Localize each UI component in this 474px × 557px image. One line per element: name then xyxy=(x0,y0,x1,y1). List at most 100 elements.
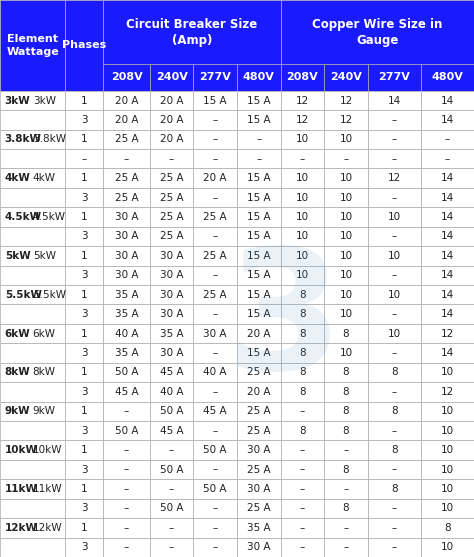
Bar xyxy=(237,207,281,227)
Bar xyxy=(150,246,193,266)
Bar xyxy=(324,168,368,188)
Bar xyxy=(65,227,103,246)
Bar xyxy=(193,207,237,227)
Bar xyxy=(368,343,421,363)
Bar xyxy=(103,246,150,266)
Text: 25 A: 25 A xyxy=(247,426,271,436)
Bar xyxy=(150,266,193,285)
Bar xyxy=(237,421,281,441)
Text: 1: 1 xyxy=(81,212,88,222)
Bar xyxy=(65,382,103,402)
Text: 1: 1 xyxy=(81,95,88,105)
Bar xyxy=(103,188,150,207)
Text: 3kW: 3kW xyxy=(5,95,30,105)
Bar xyxy=(150,479,193,499)
Text: –: – xyxy=(124,154,129,164)
Bar xyxy=(103,0,281,64)
Bar xyxy=(193,441,237,460)
Text: 3.8kW: 3.8kW xyxy=(33,134,66,144)
Bar xyxy=(237,168,281,188)
Text: 25 A: 25 A xyxy=(115,134,138,144)
Bar xyxy=(0,324,65,343)
Text: –: – xyxy=(300,523,305,533)
Bar xyxy=(0,246,65,266)
Bar xyxy=(193,460,237,479)
Bar xyxy=(324,441,368,460)
Bar xyxy=(150,227,193,246)
Text: 20 A: 20 A xyxy=(247,329,271,339)
Bar xyxy=(193,382,237,402)
Text: 14: 14 xyxy=(441,309,454,319)
Text: 40 A: 40 A xyxy=(203,368,227,378)
Text: 25 A: 25 A xyxy=(203,290,227,300)
Bar xyxy=(193,305,237,324)
Text: 10: 10 xyxy=(296,212,309,222)
Text: –: – xyxy=(392,134,397,144)
Bar xyxy=(237,363,281,382)
Bar xyxy=(324,207,368,227)
Text: 12: 12 xyxy=(339,115,353,125)
Text: 10kW: 10kW xyxy=(33,445,62,455)
Text: –: – xyxy=(343,154,349,164)
Bar xyxy=(0,266,65,285)
Bar xyxy=(324,343,368,363)
Bar xyxy=(103,363,150,382)
Bar xyxy=(103,227,150,246)
Text: 8kW: 8kW xyxy=(33,368,56,378)
Bar xyxy=(237,343,281,363)
Text: 50 A: 50 A xyxy=(160,465,183,475)
Bar xyxy=(368,64,421,91)
Text: –: – xyxy=(392,115,397,125)
Text: 1: 1 xyxy=(81,329,88,339)
Text: –: – xyxy=(169,484,174,494)
Text: –: – xyxy=(82,154,87,164)
Text: 12: 12 xyxy=(441,329,454,339)
Bar xyxy=(65,479,103,499)
Text: 25 A: 25 A xyxy=(160,232,183,242)
Text: 45 A: 45 A xyxy=(203,406,227,416)
Bar xyxy=(103,479,150,499)
Bar xyxy=(65,421,103,441)
Text: –: – xyxy=(124,523,129,533)
Text: 480V: 480V xyxy=(243,72,275,82)
Bar xyxy=(150,499,193,518)
Text: 12: 12 xyxy=(339,95,353,105)
Bar xyxy=(193,149,237,168)
Text: 25 A: 25 A xyxy=(160,193,183,203)
Text: –: – xyxy=(300,465,305,475)
Text: 12: 12 xyxy=(296,95,309,105)
Bar xyxy=(0,382,65,402)
Text: 35 A: 35 A xyxy=(115,348,138,358)
Text: 8: 8 xyxy=(391,368,398,378)
Text: 30 A: 30 A xyxy=(247,484,271,494)
Bar xyxy=(0,402,65,421)
Bar xyxy=(421,149,474,168)
Text: 30 A: 30 A xyxy=(115,232,138,242)
Text: –: – xyxy=(392,543,397,553)
Bar xyxy=(0,227,65,246)
Bar xyxy=(0,188,65,207)
Text: 14: 14 xyxy=(441,173,454,183)
Bar xyxy=(65,91,103,110)
Text: 208V: 208V xyxy=(287,72,318,82)
Bar xyxy=(237,460,281,479)
Text: 12: 12 xyxy=(441,387,454,397)
Text: 1: 1 xyxy=(81,368,88,378)
Bar xyxy=(193,64,237,91)
Text: 12kW: 12kW xyxy=(5,523,38,533)
Text: 8: 8 xyxy=(343,504,349,514)
Text: –: – xyxy=(392,523,397,533)
Bar xyxy=(150,305,193,324)
Text: 15 A: 15 A xyxy=(247,193,271,203)
Text: –: – xyxy=(212,543,218,553)
Bar xyxy=(281,110,324,130)
Text: 10: 10 xyxy=(388,290,401,300)
Text: 9kW: 9kW xyxy=(33,406,56,416)
Bar xyxy=(65,402,103,421)
Text: 15 A: 15 A xyxy=(247,212,271,222)
Text: –: – xyxy=(392,426,397,436)
Bar xyxy=(103,130,150,149)
Text: 8: 8 xyxy=(343,387,349,397)
Text: –: – xyxy=(392,387,397,397)
Text: –: – xyxy=(212,309,218,319)
